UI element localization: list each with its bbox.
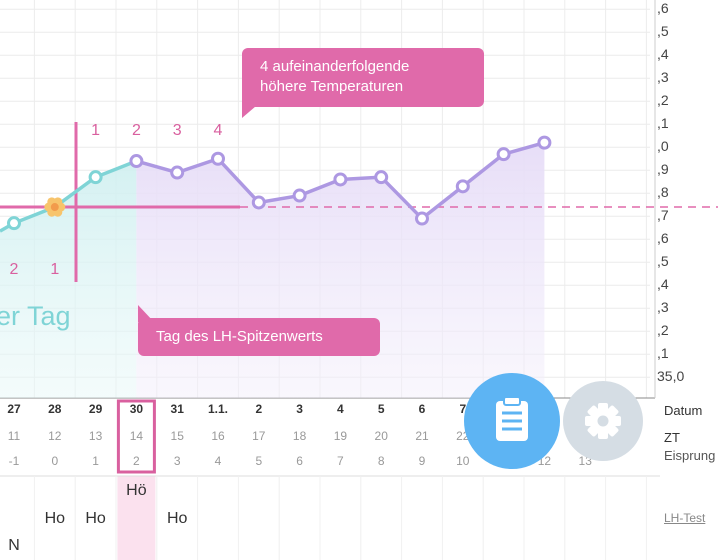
y-tick-label: ,2	[657, 92, 669, 108]
callout-consecutive: 4 aufeinanderfolgende höhere Temperature…	[242, 48, 484, 107]
zt-label: 19	[334, 429, 348, 443]
y-tick-label: ,4	[657, 46, 669, 62]
y-tick-label: ,9	[657, 161, 669, 177]
y-tick-label: ,0	[657, 138, 669, 154]
point	[211, 151, 225, 166]
eisprung-label: 9	[419, 454, 426, 468]
count-label: 2	[10, 261, 19, 278]
eisprung-label: 10	[456, 454, 470, 468]
count-label: 1	[50, 261, 59, 278]
date-label: 30	[130, 402, 144, 416]
y-tick-label: 35,0	[657, 368, 684, 384]
point	[333, 172, 348, 187]
star-center	[50, 203, 59, 212]
point	[88, 170, 103, 185]
point	[292, 188, 307, 203]
callout-lh: Tag des LH-Spitzenwerts	[138, 318, 380, 356]
zt-label: 12	[48, 429, 62, 443]
zt-label: 17	[252, 429, 266, 443]
date-label: 5	[378, 402, 385, 416]
area-before	[0, 161, 137, 398]
eisprung-label: 3	[174, 454, 181, 468]
y-tick-label: ,4	[657, 276, 669, 292]
phase-text: er Tag	[0, 301, 71, 331]
point	[374, 170, 389, 185]
count-label: 4	[214, 122, 223, 139]
date-label: 4	[337, 402, 344, 416]
date-label: 31	[171, 402, 185, 416]
date-label: 29	[89, 402, 103, 416]
zt-label: 14	[130, 429, 144, 443]
gear-hole	[597, 415, 609, 427]
point	[251, 195, 266, 210]
eisprung-label: 4	[215, 454, 222, 468]
extra-value: N	[8, 537, 20, 554]
notes-button[interactable]	[464, 373, 560, 469]
row-label: ZT	[664, 430, 680, 445]
zt-label: 11	[8, 429, 21, 443]
date-label: 1.1.	[208, 402, 228, 416]
point	[537, 135, 552, 150]
zt-label: 20	[375, 429, 389, 443]
eisprung-label: 8	[378, 454, 385, 468]
point	[496, 147, 511, 162]
lh-value: Hö	[126, 482, 147, 499]
zt-label: 15	[171, 429, 185, 443]
point	[7, 216, 21, 231]
lh-value: Ho	[85, 510, 106, 527]
zt-label: 18	[293, 429, 307, 443]
count-label: 3	[173, 122, 182, 139]
y-tick-label: ,3	[657, 69, 669, 85]
zt-label: 16	[211, 429, 225, 443]
eisprung-label: 5	[255, 454, 262, 468]
date-label: 7	[459, 402, 466, 416]
callout-text: 4 aufeinanderfolgende höhere Temperature…	[260, 58, 410, 95]
date-label: 2	[255, 402, 262, 416]
y-tick-label: ,3	[657, 299, 669, 315]
y-tick-label: ,5	[657, 23, 669, 39]
date-label: 28	[48, 402, 62, 416]
count-label: 1	[91, 122, 100, 139]
selected-column	[116, 399, 156, 474]
eisprung-label: 7	[337, 454, 344, 468]
point	[129, 154, 144, 169]
eisprung-label: 1	[92, 454, 99, 468]
y-tick-label: ,5	[657, 253, 669, 269]
star-marker	[44, 197, 66, 217]
date-label: 27	[7, 402, 21, 416]
y-tick-label: ,1	[657, 115, 669, 131]
y-tick-label: ,1	[657, 345, 669, 361]
y-tick-label: ,6	[657, 0, 669, 16]
y-tick-label: ,8	[657, 184, 669, 200]
eisprung-label: 6	[296, 454, 303, 468]
clip	[503, 396, 521, 406]
zt-label: 21	[415, 429, 429, 443]
callout-tail	[138, 305, 154, 322]
lh-highlight	[117, 476, 156, 560]
lh-value: Ho	[45, 510, 66, 527]
point	[170, 165, 185, 180]
y-tick-label: ,6	[657, 230, 669, 246]
zt-label: 13	[89, 429, 103, 443]
eisprung-label: 2	[133, 454, 140, 468]
y-tick-label: ,7	[657, 207, 669, 223]
settings-button[interactable]	[563, 381, 643, 461]
eisprung-label: 0	[51, 454, 58, 468]
date-label: 6	[419, 402, 426, 416]
lh-value: Ho	[167, 510, 188, 527]
y-tick-label: ,2	[657, 322, 669, 338]
lh-test-link[interactable]: LH-Test	[664, 511, 706, 525]
count-label: 2	[132, 122, 141, 139]
eisprung-label: -1	[9, 454, 20, 468]
date-label: 3	[296, 402, 303, 416]
row-label: Datum	[664, 403, 703, 418]
point	[455, 179, 470, 194]
row-label: Eisprung	[664, 448, 716, 463]
point	[415, 211, 429, 226]
